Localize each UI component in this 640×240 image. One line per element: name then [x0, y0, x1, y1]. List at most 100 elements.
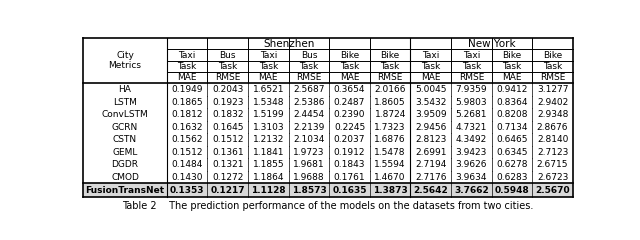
- Text: 2.2139: 2.2139: [293, 123, 324, 132]
- Text: 0.2245: 0.2245: [334, 123, 365, 132]
- Text: 1.9688: 1.9688: [293, 173, 324, 182]
- Text: Task: Task: [218, 62, 237, 71]
- Text: 2.4454: 2.4454: [293, 110, 324, 119]
- Text: 0.1832: 0.1832: [212, 110, 243, 119]
- Text: 1.6876: 1.6876: [374, 135, 406, 144]
- Text: 0.1272: 0.1272: [212, 173, 243, 182]
- Text: 0.1217: 0.1217: [211, 186, 245, 194]
- Text: Task: Task: [421, 62, 440, 71]
- Text: Task: Task: [502, 62, 522, 71]
- Text: 2.7123: 2.7123: [537, 148, 568, 157]
- Text: 3.9509: 3.9509: [415, 110, 447, 119]
- Text: Taxi: Taxi: [422, 51, 440, 60]
- Text: MAE: MAE: [421, 73, 440, 82]
- Text: 2.5687: 2.5687: [293, 85, 324, 94]
- Text: ConvLSTM: ConvLSTM: [102, 110, 148, 119]
- Text: CSTN: CSTN: [113, 135, 137, 144]
- Text: 2.5386: 2.5386: [293, 98, 324, 107]
- Text: City
Metrics: City Metrics: [108, 51, 141, 70]
- Text: 7.9359: 7.9359: [456, 85, 487, 94]
- Text: LSTM: LSTM: [113, 98, 137, 107]
- Text: 1.8724: 1.8724: [374, 110, 406, 119]
- Text: 1.1841: 1.1841: [253, 148, 284, 157]
- Text: 1.5348: 1.5348: [253, 98, 284, 107]
- Text: GEML: GEML: [112, 148, 138, 157]
- Text: New York: New York: [468, 39, 515, 49]
- Text: 2.7176: 2.7176: [415, 173, 447, 182]
- Text: RMSE: RMSE: [215, 73, 241, 82]
- Text: 1.5478: 1.5478: [374, 148, 406, 157]
- Text: Shenzhen: Shenzhen: [263, 39, 314, 49]
- Bar: [83, 183, 573, 197]
- Text: 1.1864: 1.1864: [253, 173, 284, 182]
- Text: 5.9803: 5.9803: [456, 98, 487, 107]
- Text: 4.3492: 4.3492: [456, 135, 487, 144]
- Text: 2.9348: 2.9348: [537, 110, 568, 119]
- Text: 0.8364: 0.8364: [496, 98, 528, 107]
- Text: 0.2043: 0.2043: [212, 85, 243, 94]
- Text: 0.6283: 0.6283: [496, 173, 528, 182]
- Text: 0.1353: 0.1353: [170, 186, 204, 194]
- Text: Task: Task: [300, 62, 319, 71]
- Text: MAE: MAE: [340, 73, 359, 82]
- Text: 2.8123: 2.8123: [415, 135, 447, 144]
- Text: 0.1843: 0.1843: [334, 160, 365, 169]
- Text: 3.7662: 3.7662: [454, 186, 489, 194]
- Text: 2.9456: 2.9456: [415, 123, 447, 132]
- Text: 3.5432: 3.5432: [415, 98, 447, 107]
- Text: RMSE: RMSE: [540, 73, 565, 82]
- Text: 0.5948: 0.5948: [495, 186, 529, 194]
- Text: 0.2390: 0.2390: [334, 110, 365, 119]
- Text: GCRN: GCRN: [112, 123, 138, 132]
- Text: Bike: Bike: [502, 51, 522, 60]
- Text: DGDR: DGDR: [111, 160, 138, 169]
- Text: RMSE: RMSE: [459, 73, 484, 82]
- Text: Task: Task: [543, 62, 562, 71]
- Text: 2.9402: 2.9402: [537, 98, 568, 107]
- Text: FusionTransNet: FusionTransNet: [85, 186, 164, 194]
- Text: 0.1923: 0.1923: [212, 98, 243, 107]
- Text: 1.5594: 1.5594: [374, 160, 406, 169]
- Text: 0.9412: 0.9412: [496, 85, 527, 94]
- Text: Bike: Bike: [543, 51, 562, 60]
- Text: 1.4670: 1.4670: [374, 173, 406, 182]
- Text: 3.9634: 3.9634: [456, 173, 487, 182]
- Text: 1.1855: 1.1855: [253, 160, 284, 169]
- Text: RMSE: RMSE: [378, 73, 403, 82]
- Text: 0.6465: 0.6465: [496, 135, 528, 144]
- Text: 0.1512: 0.1512: [172, 148, 203, 157]
- Text: 0.1632: 0.1632: [172, 123, 203, 132]
- Text: 0.2487: 0.2487: [334, 98, 365, 107]
- Text: Task: Task: [461, 62, 481, 71]
- Text: 3.9423: 3.9423: [456, 148, 487, 157]
- Text: 0.6278: 0.6278: [496, 160, 528, 169]
- Text: Table 2    The prediction performance of the models on the datasets from two cit: Table 2 The prediction performance of th…: [122, 201, 534, 211]
- Text: Task: Task: [177, 62, 196, 71]
- Text: 4.7321: 4.7321: [456, 123, 487, 132]
- Text: 0.1812: 0.1812: [172, 110, 203, 119]
- Text: 2.6715: 2.6715: [537, 160, 568, 169]
- Text: 2.7194: 2.7194: [415, 160, 447, 169]
- Text: MAE: MAE: [502, 73, 522, 82]
- Text: 1.3103: 1.3103: [253, 123, 284, 132]
- Text: 2.5670: 2.5670: [535, 186, 570, 194]
- Text: 1.8605: 1.8605: [374, 98, 406, 107]
- Text: 1.1128: 1.1128: [251, 186, 285, 194]
- Text: 0.6345: 0.6345: [496, 148, 528, 157]
- Text: 3.1277: 3.1277: [537, 85, 568, 94]
- Text: 2.8676: 2.8676: [537, 123, 568, 132]
- Text: 1.6521: 1.6521: [253, 85, 284, 94]
- Text: 1.8573: 1.8573: [292, 186, 326, 194]
- Text: MAE: MAE: [177, 73, 197, 82]
- Text: 1.2132: 1.2132: [253, 135, 284, 144]
- Text: 1.9681: 1.9681: [293, 160, 324, 169]
- Text: RMSE: RMSE: [296, 73, 322, 82]
- Text: 0.1645: 0.1645: [212, 123, 243, 132]
- Text: 0.8208: 0.8208: [496, 110, 528, 119]
- Text: 0.1512: 0.1512: [212, 135, 243, 144]
- Text: 0.1949: 0.1949: [172, 85, 203, 94]
- Text: CMOD: CMOD: [111, 173, 139, 182]
- Text: 0.1912: 0.1912: [334, 148, 365, 157]
- Text: 0.3654: 0.3654: [334, 85, 365, 94]
- Text: 5.0045: 5.0045: [415, 85, 447, 94]
